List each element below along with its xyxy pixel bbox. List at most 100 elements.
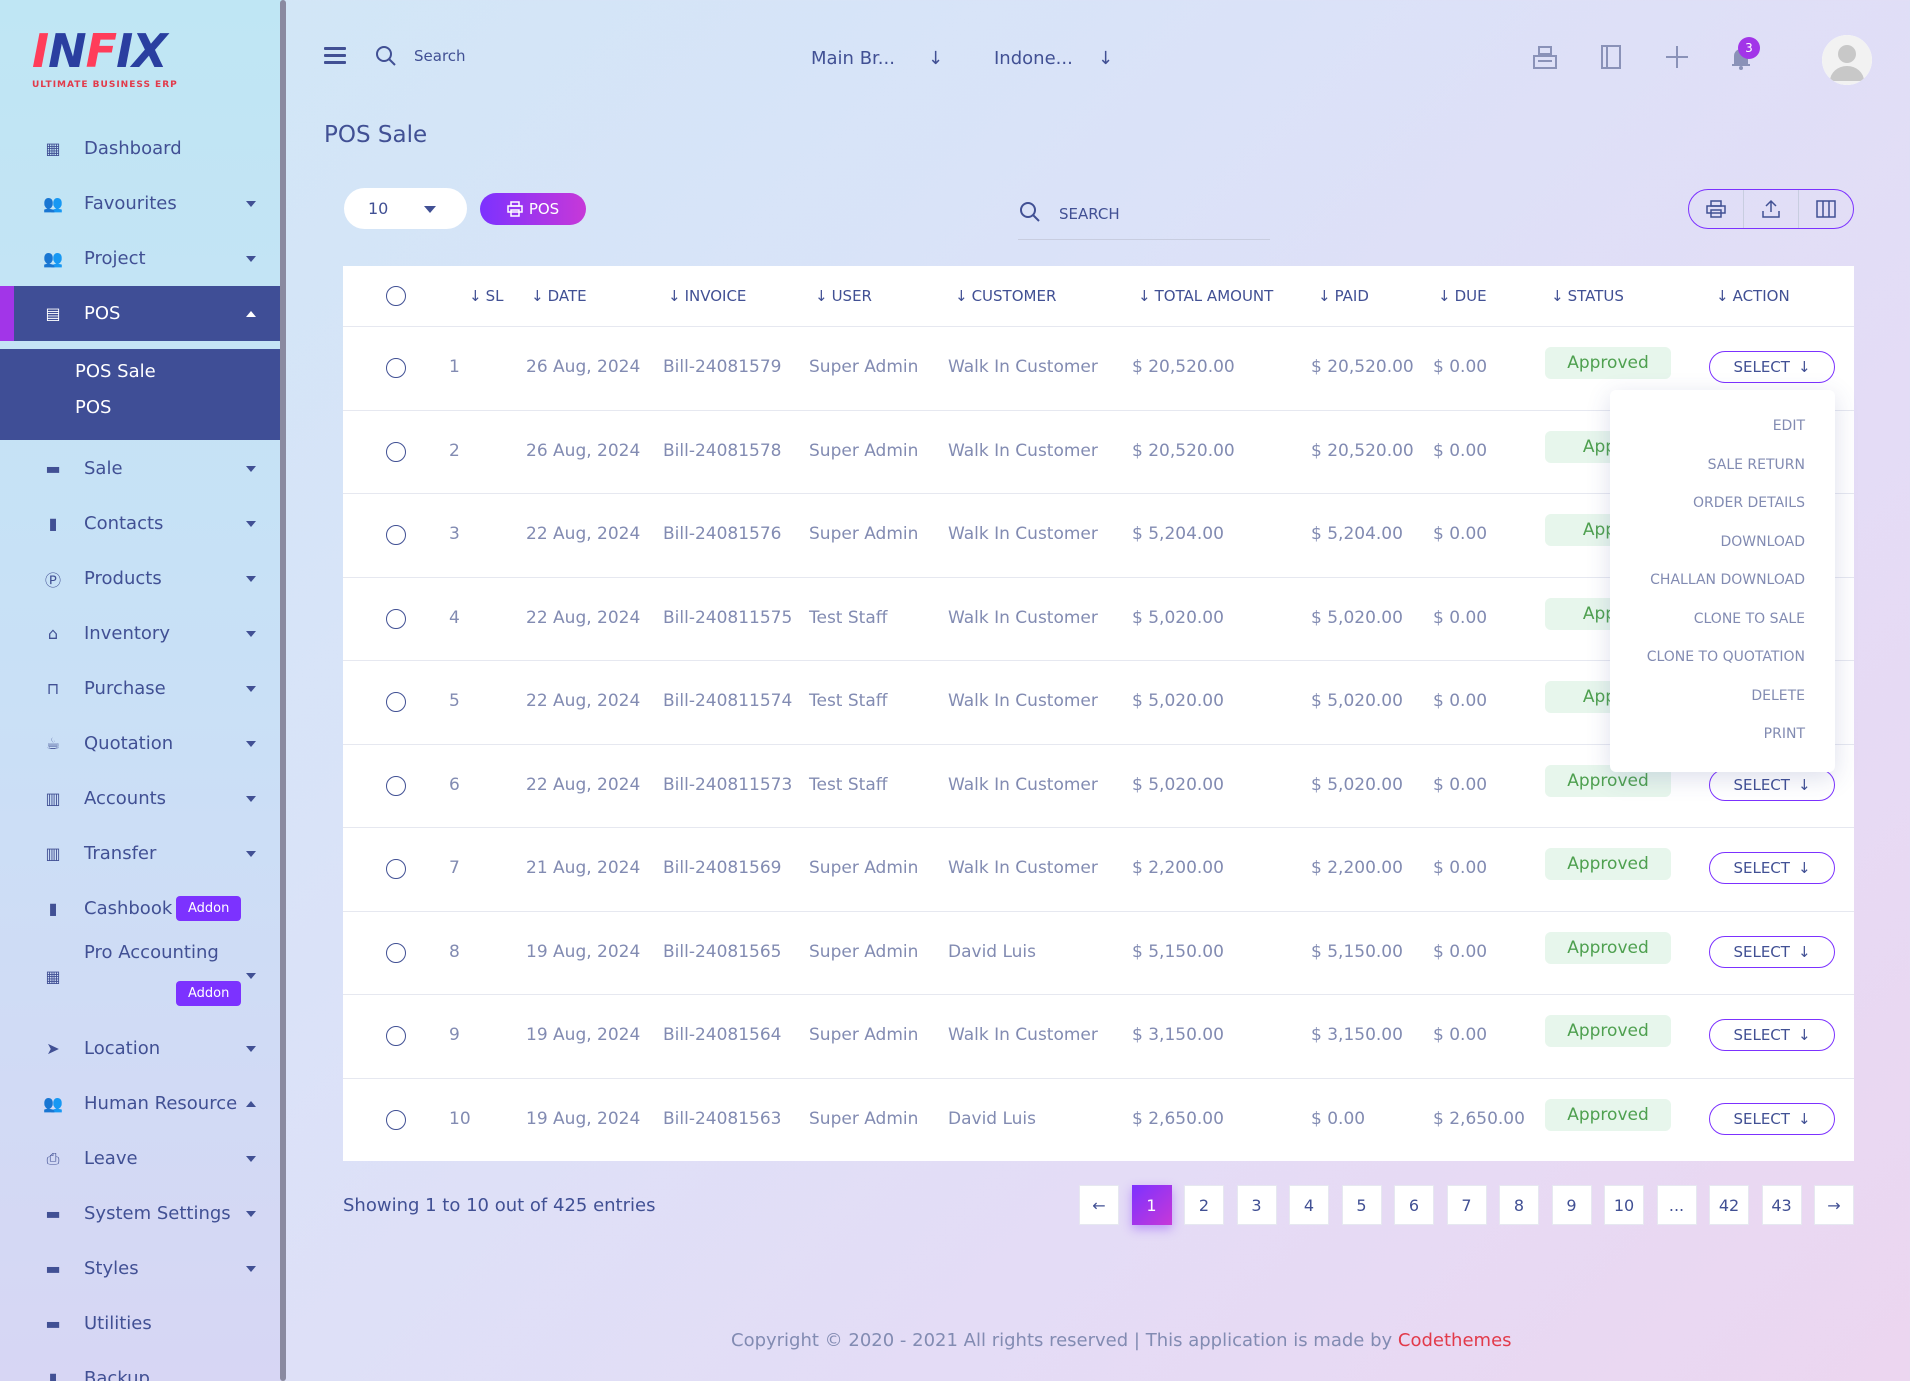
sidebar-item-styles[interactable]: ▬ Styles — [0, 1241, 282, 1296]
menu-item-download[interactable]: DOWNLOAD — [1720, 533, 1805, 550]
page-button[interactable]: 8 — [1499, 1185, 1539, 1225]
column-header-status[interactable]: ↓ STATUS — [1551, 266, 1624, 326]
row-select-radio[interactable] — [386, 1026, 406, 1046]
cell-paid: $ 20,520.00 — [1311, 440, 1414, 461]
menu-item-clone-to-sale[interactable]: CLONE TO SALE — [1693, 610, 1805, 627]
row-select-radio[interactable] — [386, 775, 406, 796]
sidebar-item-transfer[interactable]: ▥ Transfer — [0, 826, 282, 881]
prev-page-button[interactable]: ← — [1079, 1185, 1119, 1225]
sidebar-item-cashbook[interactable]: ▮ Cashbook Addon — [0, 881, 282, 936]
language-arrow-down-icon[interactable]: ↓ — [1098, 48, 1114, 69]
sidebar-item-human-resource[interactable]: 👥 Human Resource — [0, 1076, 282, 1131]
avatar[interactable] — [1822, 35, 1872, 85]
page-button[interactable]: 42 — [1709, 1185, 1749, 1225]
cell-sl: 8 — [449, 941, 460, 962]
column-header-date[interactable]: ↓ DATE — [531, 266, 587, 326]
page-button[interactable]: 9 — [1551, 1185, 1592, 1225]
sidebar-item-accounts[interactable]: ▥ Accounts — [0, 771, 282, 826]
sidebar-item-dashboard[interactable]: ▦ Dashboard — [0, 121, 282, 176]
sidebar-item-project[interactable]: 👥 Project — [0, 231, 282, 286]
sidebar-item-location[interactable]: ➤ Location — [0, 1021, 282, 1076]
select-action-button[interactable]: SELECT ↓ — [1709, 852, 1835, 884]
page-button[interactable]: 5 — [1341, 1185, 1382, 1225]
page-button[interactable]: 6 — [1394, 1185, 1434, 1225]
print-button[interactable] — [1689, 190, 1743, 228]
page-button[interactable]: 4 — [1289, 1185, 1329, 1225]
sidebar-item-quotation[interactable]: ☕ Quotation — [0, 716, 282, 771]
row-select-radio[interactable] — [386, 859, 406, 879]
per-page-select[interactable]: 10 — [344, 188, 467, 229]
sidebar-item-leave[interactable]: ⎙ Leave — [0, 1131, 282, 1186]
top-search-input[interactable]: Search — [414, 47, 466, 65]
sidebar-scrollbar[interactable] — [280, 0, 286, 1381]
branch-arrow-down-icon[interactable]: ↓ — [928, 48, 944, 69]
notebook-icon[interactable] — [1596, 42, 1626, 72]
export-button[interactable] — [1743, 190, 1798, 228]
sidebar-item-purchase[interactable]: ⊓ Purchase — [0, 661, 282, 716]
sidebar-item-sale[interactable]: ▬ Sale — [0, 441, 282, 496]
row-select-radio[interactable] — [386, 1109, 406, 1130]
page-button[interactable]: 10 — [1604, 1185, 1644, 1225]
page-button[interactable]: ... — [1656, 1185, 1697, 1225]
row-select-radio[interactable] — [386, 441, 406, 462]
menu-item-order-details[interactable]: ORDER DETAILS — [1692, 495, 1805, 511]
pos-button[interactable]: POS — [480, 193, 586, 225]
column-header-sl[interactable]: ↓ SL — [469, 266, 503, 326]
page-button[interactable]: 2 — [1184, 1185, 1224, 1225]
table-search-input[interactable]: SEARCH — [1018, 195, 1270, 240]
column-header-user[interactable]: ↓ USER — [815, 266, 872, 326]
select-action-button[interactable]: SELECT ↓ — [1709, 768, 1835, 801]
select-action-button[interactable]: SELECT ↓ — [1709, 1019, 1835, 1051]
menu-item-clone-to-quotation[interactable]: CLONE TO QUOTATION — [1646, 649, 1805, 665]
select-all-radio[interactable] — [386, 286, 406, 306]
select-action-button[interactable]: SELECT ↓ — [1709, 1102, 1835, 1135]
columns-button[interactable] — [1798, 190, 1853, 228]
row-select-radio[interactable] — [386, 692, 406, 712]
column-header-due[interactable]: ↓ DUE — [1438, 266, 1487, 326]
table-row: 9 19 Aug, 2024 Bill-24081564 Super Admin Wal… — [343, 994, 1854, 1078]
branch-select[interactable]: Main Br... — [811, 48, 895, 69]
logo[interactable]: INFIX ULTIMATE BUSINESS ERP — [32, 28, 182, 92]
menu-item-edit[interactable]: EDIT — [1772, 418, 1805, 434]
sidebar-item-contacts[interactable]: ▮ Contacts — [0, 496, 282, 551]
language-select[interactable]: Indone... — [994, 48, 1073, 69]
sort-arrow-icon: ↓ — [1716, 287, 1729, 305]
sidebar-item-favourites[interactable]: 👥 Favourites — [0, 176, 282, 231]
page-button[interactable]: 3 — [1236, 1185, 1277, 1225]
sidebar-item-system-settings[interactable]: ▬ System Settings — [0, 1186, 282, 1241]
column-header-invoice[interactable]: ↓ INVOICE — [668, 266, 746, 326]
cash-register-icon[interactable] — [1530, 42, 1560, 72]
submenu-item-pos-sale[interactable]: POS Sale — [75, 361, 156, 382]
next-page-button[interactable]: → — [1814, 1185, 1854, 1225]
chevron-up-icon — [246, 310, 256, 317]
sidebar-item-products[interactable]: Ⓟ Products — [0, 551, 282, 606]
sidebar-item-utilities[interactable]: ▬ Utilities — [0, 1296, 282, 1351]
sidebar-item-pos[interactable]: ▤ POS — [0, 286, 282, 341]
column-header-customer[interactable]: ↓ CUSTOMER — [955, 266, 1056, 326]
page-button[interactable]: 7 — [1446, 1185, 1487, 1225]
select-action-button[interactable]: SELECT ↓ — [1709, 935, 1835, 968]
page-button[interactable]: 43 — [1761, 1185, 1802, 1225]
menu-item-sale-return[interactable]: SALE RETURN — [1707, 456, 1805, 473]
row-select-radio[interactable] — [386, 608, 406, 629]
menu-item-challan-download[interactable]: CHALLAN DOWNLOAD — [1650, 572, 1805, 588]
select-action-button[interactable]: SELECT ↓ — [1709, 351, 1835, 383]
menu-item-delete[interactable]: DELETE — [1751, 687, 1805, 704]
menu-item-print[interactable]: PRINT — [1763, 726, 1805, 742]
row-select-radio[interactable] — [386, 525, 406, 545]
menu-toggle-icon[interactable] — [324, 47, 346, 65]
column-header-paid[interactable]: ↓ PAID — [1318, 266, 1369, 326]
column-header-total-amount[interactable]: ↓ TOTAL AMOUNT — [1138, 266, 1273, 326]
codethemes-link[interactable]: Codethemes — [1397, 1330, 1512, 1351]
sidebar-item-pro-accounting[interactable]: ▦ Pro Accounting Addon — [0, 936, 282, 1016]
column-header-action[interactable]: ↓ ACTION — [1716, 266, 1790, 326]
sidebar-item-inventory[interactable]: ⌂ Inventory — [0, 606, 282, 661]
plus-icon[interactable] — [1662, 42, 1692, 72]
submenu-item-pos[interactable]: POS — [75, 397, 112, 418]
sidebar-item-backup[interactable]: ▮ Backup — [0, 1351, 282, 1381]
cell-user: Test Staff — [809, 691, 888, 711]
cell-invoice: Bill-24081563 — [663, 1108, 782, 1129]
page-button[interactable]: 1 — [1131, 1185, 1172, 1225]
row-select-radio[interactable] — [386, 358, 406, 378]
row-select-radio[interactable] — [386, 942, 406, 963]
